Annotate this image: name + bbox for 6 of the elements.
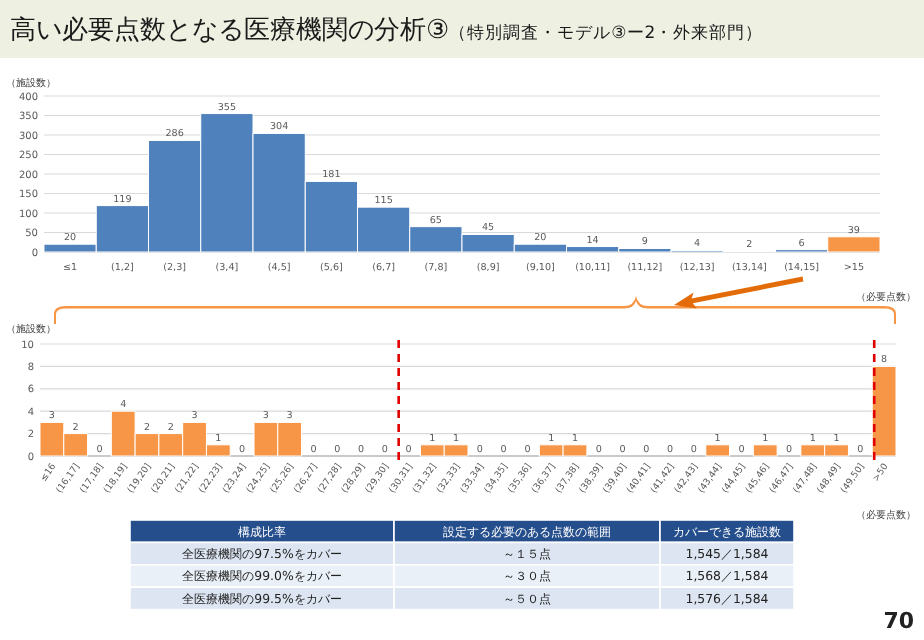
- bar: [705, 444, 731, 457]
- bar: [752, 444, 778, 457]
- chart-subtitle: （特別調査・モデル③ー2・外来部門）: [449, 22, 764, 44]
- text: 70: [883, 608, 915, 634]
- bar: [871, 365, 897, 457]
- chart-title: 高い必要点数となる医療機関の分析③: [10, 14, 450, 46]
